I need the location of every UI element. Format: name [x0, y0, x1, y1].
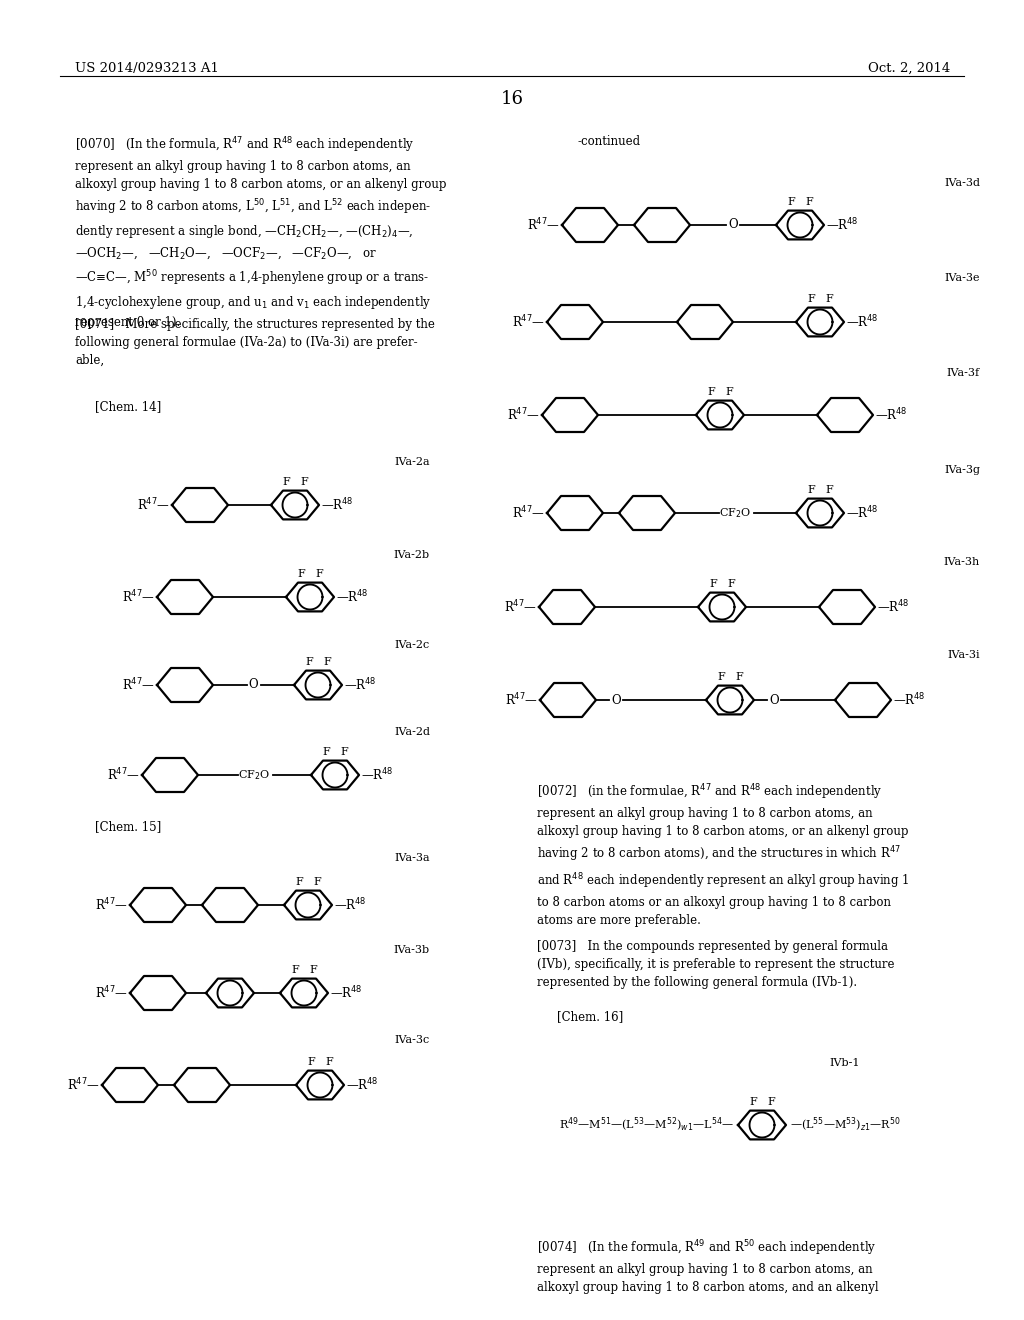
Text: —R$^{48}$: —R$^{48}$	[336, 589, 369, 606]
Text: IVa-3i: IVa-3i	[947, 649, 980, 660]
Text: —R$^{48}$: —R$^{48}$	[344, 677, 377, 693]
Text: [Chem. 16]: [Chem. 16]	[557, 1010, 624, 1023]
Text: R$^{47}$—: R$^{47}$—	[122, 677, 155, 693]
Text: F: F	[300, 477, 308, 487]
Text: IVa-3c: IVa-3c	[394, 1035, 430, 1045]
Text: US 2014/0293213 A1: US 2014/0293213 A1	[75, 62, 219, 75]
Text: —R$^{48}$: —R$^{48}$	[330, 985, 362, 1002]
Text: F: F	[295, 876, 303, 887]
Text: —R$^{48}$: —R$^{48}$	[321, 496, 353, 513]
Text: R$^{47}$—: R$^{47}$—	[67, 1077, 100, 1093]
Text: F: F	[707, 387, 715, 397]
Text: IVa-3b: IVa-3b	[394, 945, 430, 954]
Text: R$^{47}$—: R$^{47}$—	[504, 599, 537, 615]
Text: R$^{47}$—: R$^{47}$—	[95, 985, 128, 1002]
Text: R$^{47}$—: R$^{47}$—	[95, 896, 128, 913]
Text: F: F	[313, 876, 321, 887]
Text: F: F	[709, 579, 717, 589]
Text: F: F	[322, 747, 330, 758]
Text: -continued: -continued	[577, 135, 640, 148]
Text: F: F	[807, 294, 815, 304]
Text: [0071]   More specifically, the structures represented by the
following general : [0071] More specifically, the structures…	[75, 318, 435, 367]
Text: R$^{47}$—: R$^{47}$—	[108, 767, 140, 783]
Text: F: F	[767, 1097, 775, 1107]
Text: R$^{47}$—: R$^{47}$—	[122, 589, 155, 606]
Text: Oct. 2, 2014: Oct. 2, 2014	[867, 62, 950, 75]
Text: O: O	[769, 693, 779, 706]
Text: [0072]   (in the formulae, R$^{47}$ and R$^{48}$ each independently
represent an: [0072] (in the formulae, R$^{47}$ and R$…	[537, 781, 909, 927]
Text: CF$_2$O: CF$_2$O	[720, 506, 752, 520]
Text: F: F	[735, 672, 743, 682]
Text: [Chem. 14]: [Chem. 14]	[95, 400, 161, 413]
Text: —R$^{48}$: —R$^{48}$	[826, 216, 858, 234]
Text: IVa-3f: IVa-3f	[947, 368, 980, 378]
Text: [Chem. 15]: [Chem. 15]	[95, 820, 161, 833]
Text: F: F	[749, 1097, 757, 1107]
Text: F: F	[825, 486, 833, 495]
Text: F: F	[825, 294, 833, 304]
Text: R$^{47}$—: R$^{47}$—	[507, 407, 540, 424]
Text: IVa-3h: IVa-3h	[944, 557, 980, 568]
Text: F: F	[807, 486, 815, 495]
Text: O: O	[728, 219, 738, 231]
Text: F: F	[324, 657, 331, 667]
Text: IVa-3a: IVa-3a	[394, 853, 430, 863]
Text: F: F	[297, 569, 305, 579]
Text: O: O	[611, 693, 621, 706]
Text: —R$^{48}$: —R$^{48}$	[361, 767, 393, 783]
Text: IVa-3d: IVa-3d	[944, 178, 980, 187]
Text: R$^{47}$—: R$^{47}$—	[505, 692, 538, 709]
Text: —R$^{48}$: —R$^{48}$	[874, 407, 907, 424]
Text: —R$^{48}$: —R$^{48}$	[846, 314, 879, 330]
Text: IVa-2c: IVa-2c	[394, 640, 430, 649]
Text: F: F	[787, 197, 795, 207]
Text: R$^{47}$—: R$^{47}$—	[512, 314, 545, 330]
Text: IVa-3e: IVa-3e	[944, 273, 980, 282]
Text: 16: 16	[501, 90, 523, 108]
Text: [0070]   (In the formula, R$^{47}$ and R$^{48}$ each independently
represent an : [0070] (In the formula, R$^{47}$ and R$^…	[75, 135, 446, 329]
Text: [0073]   In the compounds represented by general formula
(IVb), specifically, it: [0073] In the compounds represented by g…	[537, 940, 895, 989]
Text: F: F	[305, 657, 312, 667]
Text: F: F	[717, 672, 725, 682]
Text: IVa-3g: IVa-3g	[944, 465, 980, 475]
Text: —(L$^{55}$—M$^{53}$)$_{z1}$—R$^{50}$: —(L$^{55}$—M$^{53}$)$_{z1}$—R$^{50}$	[790, 1115, 901, 1134]
Text: IVb-1: IVb-1	[829, 1059, 860, 1068]
Text: F: F	[309, 965, 317, 975]
Text: R$^{47}$—: R$^{47}$—	[137, 496, 170, 513]
Text: CF$_2$O: CF$_2$O	[239, 768, 270, 781]
Text: F: F	[727, 579, 735, 589]
Text: IVa-2b: IVa-2b	[394, 550, 430, 560]
Text: F: F	[315, 569, 323, 579]
Text: —R$^{48}$: —R$^{48}$	[334, 896, 367, 913]
Text: F: F	[282, 477, 290, 487]
Text: O: O	[249, 678, 258, 692]
Text: F: F	[805, 197, 813, 207]
Text: IVa-2a: IVa-2a	[394, 457, 430, 467]
Text: F: F	[725, 387, 733, 397]
Text: —R$^{48}$: —R$^{48}$	[877, 599, 909, 615]
Text: —R$^{48}$: —R$^{48}$	[893, 692, 926, 709]
Text: R$^{47}$—: R$^{47}$—	[512, 504, 545, 521]
Text: R$^{49}$—M$^{51}$—(L$^{53}$—M$^{52}$)$_{w1}$—L$^{54}$—: R$^{49}$—M$^{51}$—(L$^{53}$—M$^{52}$)$_{…	[559, 1115, 734, 1134]
Text: —R$^{48}$: —R$^{48}$	[346, 1077, 379, 1093]
Text: IVa-2d: IVa-2d	[394, 727, 430, 737]
Text: R$^{47}$—: R$^{47}$—	[527, 216, 560, 234]
Text: —R$^{48}$: —R$^{48}$	[846, 504, 879, 521]
Text: F: F	[340, 747, 348, 758]
Text: F: F	[307, 1057, 314, 1067]
Text: F: F	[326, 1057, 333, 1067]
Text: [0074]   (In the formula, R$^{49}$ and R$^{50}$ each independently
represent an : [0074] (In the formula, R$^{49}$ and R$^…	[537, 1238, 879, 1294]
Text: F: F	[291, 965, 299, 975]
